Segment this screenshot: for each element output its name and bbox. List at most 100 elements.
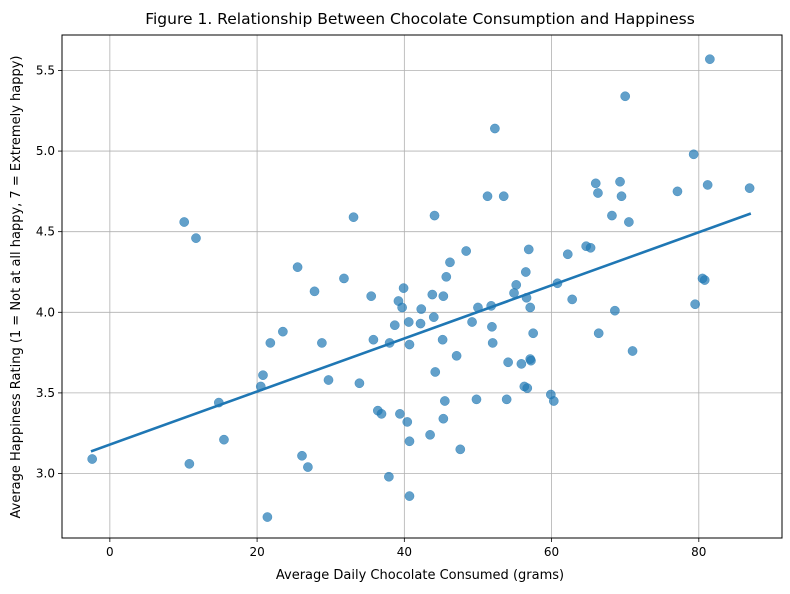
data-point (620, 91, 631, 102)
data-point (303, 462, 313, 472)
data-point (690, 299, 700, 310)
data-point (616, 191, 627, 202)
data-point (615, 176, 625, 187)
plot-frame (61, 34, 783, 539)
y-tick-label: 5.5 (36, 63, 55, 77)
data-point (427, 289, 438, 300)
data-point (395, 409, 405, 419)
data-point (309, 286, 320, 297)
y-axis-ticks: 3.0 3.5 4.0 4.5 5.0 5.5 (36, 63, 62, 481)
x-axis-ticks: 0 20 40 60 80 (106, 538, 706, 559)
data-point (87, 454, 98, 464)
data-point (585, 242, 596, 253)
y-tick-label: 4.0 (36, 305, 55, 319)
data-point (705, 54, 715, 65)
data-point (437, 334, 448, 345)
data-point (562, 249, 573, 260)
data-point (593, 328, 604, 339)
data-point (528, 328, 539, 339)
data-point (428, 312, 439, 322)
data-point (184, 458, 195, 469)
data-point (219, 434, 229, 445)
data-point (567, 294, 578, 305)
data-point (525, 302, 536, 313)
data-point (523, 244, 534, 255)
x-tick-label: 80 (691, 545, 706, 559)
data-point (297, 450, 307, 461)
x-tick-label: 20 (249, 545, 264, 559)
data-point (389, 320, 400, 331)
y-tick-label: 3.0 (36, 467, 55, 481)
data-points (87, 54, 755, 522)
data-point (672, 186, 683, 197)
data-point (404, 339, 415, 350)
data-point (471, 394, 482, 405)
data-point (590, 178, 601, 189)
data-point (403, 317, 414, 327)
data-point (699, 275, 710, 285)
data-point (425, 429, 435, 440)
data-point (445, 257, 455, 268)
regression-line (90, 212, 752, 453)
data-point (438, 291, 449, 302)
data-point (179, 217, 190, 227)
data-point (441, 271, 452, 282)
x-tick-label: 60 (544, 545, 559, 559)
data-point (402, 417, 413, 427)
data-point (482, 191, 493, 202)
data-point (511, 280, 522, 290)
data-point (461, 246, 472, 256)
x-axis-label: Average Daily Chocolate Consumed (grams) (276, 568, 564, 583)
data-point (354, 378, 365, 389)
data-point (429, 210, 440, 221)
chart-title: Figure 1. Relationship Between Chocolate… (145, 10, 695, 28)
data-point (258, 370, 268, 381)
data-point (627, 346, 638, 356)
data-point (339, 273, 349, 284)
data-point (404, 491, 415, 501)
x-tick-label: 0 (106, 545, 114, 559)
data-point (191, 233, 201, 243)
data-point (397, 302, 407, 313)
data-point (526, 355, 536, 366)
data-point (624, 217, 634, 227)
data-point (455, 444, 466, 455)
data-point (522, 383, 533, 393)
data-point (317, 338, 327, 348)
data-point (467, 317, 477, 327)
data-point (548, 396, 559, 406)
data-point (323, 375, 334, 385)
data-point (610, 305, 620, 316)
data-point (744, 183, 755, 194)
data-point (292, 262, 303, 273)
x-tick-label: 40 (397, 545, 412, 559)
data-point (376, 409, 387, 419)
grid-lines (62, 35, 782, 538)
data-point (509, 288, 519, 298)
data-point (487, 338, 498, 348)
data-point (348, 212, 359, 223)
data-point (415, 318, 426, 329)
data-point (487, 321, 497, 332)
trend-line-group (90, 212, 752, 453)
data-point (503, 357, 513, 368)
data-point (278, 326, 288, 337)
data-point (451, 350, 462, 361)
data-point (404, 436, 415, 447)
data-point (265, 338, 276, 348)
data-point (520, 267, 531, 277)
y-tick-label: 5.0 (36, 144, 55, 158)
data-point (702, 180, 713, 190)
data-point (438, 413, 449, 424)
data-point (516, 359, 527, 369)
data-point (688, 149, 699, 160)
data-point (501, 394, 512, 405)
y-tick-label: 3.5 (36, 386, 55, 400)
data-point (366, 291, 377, 302)
data-point (430, 367, 441, 377)
data-point (368, 334, 379, 345)
data-point (490, 123, 500, 134)
